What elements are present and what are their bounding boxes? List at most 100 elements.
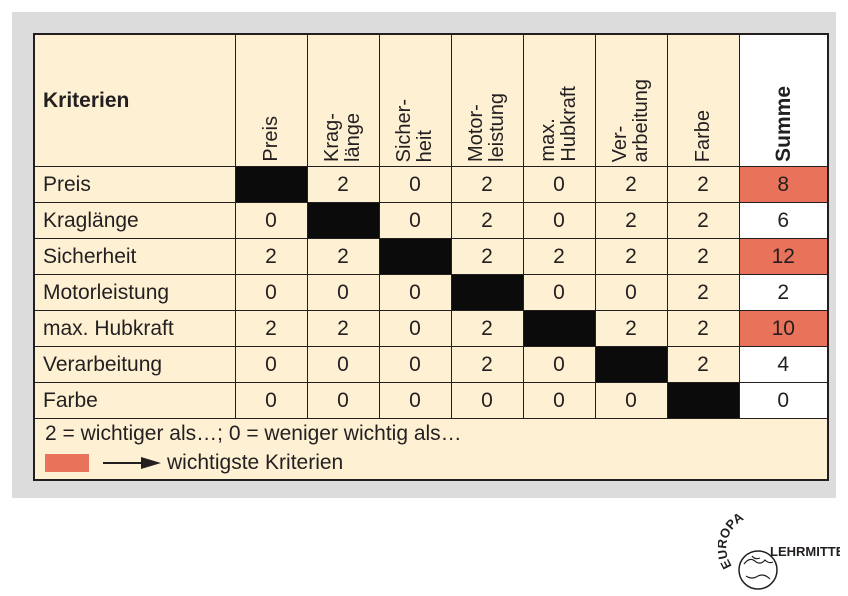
score-cell: 2 xyxy=(234,238,308,275)
diagonal-cell xyxy=(594,346,668,383)
row-label: Verarbeitung xyxy=(35,346,236,383)
score-cell: 0 xyxy=(378,346,452,383)
row-label: max. Hubkraft xyxy=(35,310,236,347)
sum-cell: 6 xyxy=(738,202,827,239)
row-label: Preis xyxy=(35,166,236,203)
score-cell: 2 xyxy=(666,238,740,275)
score-cell: 2 xyxy=(306,238,380,275)
score-cell: 2 xyxy=(450,310,524,347)
comparison-matrix-panel: Kriterien Preis Krag- länge Sicher- heit Mo… xyxy=(33,33,829,481)
sum-cell: 8 xyxy=(738,166,827,203)
table-row: Kraglänge 0 0 2 0 2 2 6 xyxy=(35,202,827,239)
table-row: Farbe 0 0 0 0 0 0 0 xyxy=(35,382,827,419)
sum-cell: 4 xyxy=(738,346,827,383)
score-cell: 0 xyxy=(234,346,308,383)
score-cell: 0 xyxy=(234,382,308,419)
row-label: Farbe xyxy=(35,382,236,419)
criteria-header: Kriterien xyxy=(35,35,236,167)
column-header-label: Krag- länge xyxy=(321,113,364,162)
diagonal-cell xyxy=(234,166,308,203)
score-cell: 2 xyxy=(234,310,308,347)
svg-text:EUROPA: EUROPA xyxy=(718,509,746,572)
globe-icon xyxy=(738,550,778,590)
score-cell: 0 xyxy=(234,202,308,239)
column-header-label: max. Hubkraft xyxy=(537,86,580,162)
score-cell: 2 xyxy=(594,310,668,347)
sum-cell: 0 xyxy=(738,382,827,419)
score-cell: 2 xyxy=(666,202,740,239)
legend: 2 = wichtiger als…; 0 = weniger wichtig … xyxy=(35,420,827,479)
score-cell: 0 xyxy=(306,346,380,383)
score-cell: 0 xyxy=(522,382,596,419)
score-cell: 0 xyxy=(522,166,596,203)
column-header-label: Preis xyxy=(259,116,282,162)
arrow-right-icon xyxy=(103,457,161,469)
highlight-swatch xyxy=(45,454,89,472)
score-cell: 0 xyxy=(306,382,380,419)
score-cell: 2 xyxy=(666,346,740,383)
logo-top-text: EUROPA xyxy=(718,509,746,572)
score-cell: 0 xyxy=(234,274,308,311)
score-cell: 2 xyxy=(666,310,740,347)
column-header-label: Motor- leistung xyxy=(465,93,508,162)
table-row: Motorleistung 0 0 0 0 0 2 2 xyxy=(35,274,827,311)
score-cell: 0 xyxy=(378,202,452,239)
logo-side-text: LEHRMITTEL xyxy=(770,544,840,559)
column-header: max. Hubkraft xyxy=(522,35,596,167)
score-cell: 0 xyxy=(378,274,452,311)
column-header: Farbe xyxy=(666,35,740,167)
column-header: Sicher- heit xyxy=(378,35,452,167)
score-cell: 0 xyxy=(378,382,452,419)
table-row: Preis 2 0 2 0 2 2 8 xyxy=(35,166,827,203)
column-header: Ver- arbeitung xyxy=(594,35,668,167)
figure-frame: Kriterien Preis Krag- länge Sicher- heit Mo… xyxy=(12,12,836,498)
score-cell: 0 xyxy=(594,274,668,311)
score-cell: 2 xyxy=(666,274,740,311)
score-cell: 2 xyxy=(306,310,380,347)
column-header: Preis xyxy=(234,35,308,167)
table-row: Verarbeitung 0 0 0 2 0 2 4 xyxy=(35,346,827,383)
europa-lehrmittel-logo: EUROPA LEHRMITTEL xyxy=(718,509,840,590)
score-cell: 2 xyxy=(594,202,668,239)
score-cell: 2 xyxy=(450,346,524,383)
legend-highlight-text: wichtigste Kriterien xyxy=(167,451,344,474)
score-cell: 2 xyxy=(594,238,668,275)
score-cell: 2 xyxy=(594,166,668,203)
score-cell: 0 xyxy=(450,382,524,419)
header-row: Kriterien Preis Krag- länge Sicher- heit Mo… xyxy=(35,35,827,167)
score-cell: 0 xyxy=(522,202,596,239)
diagonal-cell xyxy=(378,238,452,275)
diagonal-cell xyxy=(450,274,524,311)
diagonal-cell xyxy=(666,382,740,419)
score-cell: 0 xyxy=(378,310,452,347)
score-cell: 0 xyxy=(594,382,668,419)
score-cell: 2 xyxy=(306,166,380,203)
row-label: Motorleistung xyxy=(35,274,236,311)
score-cell: 0 xyxy=(522,346,596,383)
row-label: Sicherheit xyxy=(35,238,236,275)
column-header-label: Farbe xyxy=(691,109,714,162)
score-cell: 0 xyxy=(522,274,596,311)
score-cell: 2 xyxy=(450,238,524,275)
score-cell: 0 xyxy=(378,166,452,203)
column-header-label: Ver- arbeitung xyxy=(609,78,652,162)
score-cell: 0 xyxy=(306,274,380,311)
score-cell: 2 xyxy=(522,238,596,275)
sum-cell: 12 xyxy=(738,238,827,275)
column-header-label: Sicher- heit xyxy=(393,98,436,162)
table-row: max. Hubkraft 2 2 0 2 2 2 10 xyxy=(35,310,827,347)
score-cell: 2 xyxy=(450,166,524,203)
score-cell: 2 xyxy=(450,202,524,239)
score-cell: 2 xyxy=(666,166,740,203)
legend-explanation: 2 = wichtiger als…; 0 = weniger wichtig … xyxy=(45,422,462,445)
column-header: Motor- leistung xyxy=(450,35,524,167)
sum-cell: 2 xyxy=(738,274,827,311)
diagonal-cell xyxy=(522,310,596,347)
sum-cell: 10 xyxy=(738,310,827,347)
table-row: Sicherheit 2 2 2 2 2 2 12 xyxy=(35,238,827,275)
pairwise-comparison-table: Kriterien Preis Krag- länge Sicher- heit Mo… xyxy=(35,35,827,419)
column-header: Krag- länge xyxy=(306,35,380,167)
legend-highlight: wichtigste Kriterien xyxy=(45,451,343,475)
table-body: Preis 2 0 2 0 2 2 8 Kraglänge 0 0 2 0 2 2 6 Sicherheit 2 2… xyxy=(35,166,827,419)
diagonal-cell xyxy=(306,202,380,239)
